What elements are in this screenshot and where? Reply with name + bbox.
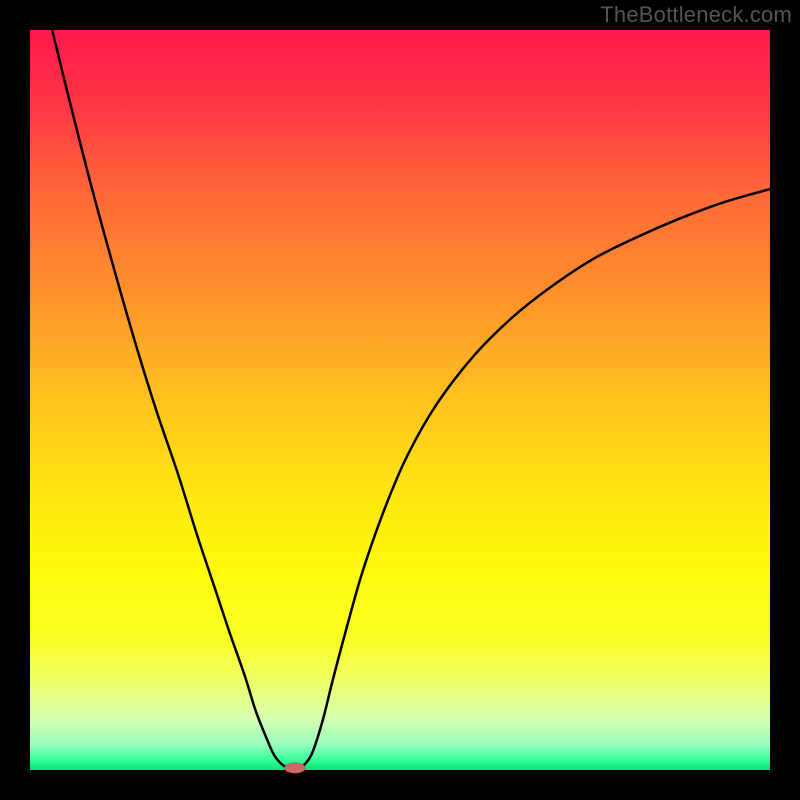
bottleneck-chart: [0, 0, 800, 800]
chart-container: TheBottleneck.com: [0, 0, 800, 800]
optimal-marker: [285, 763, 306, 773]
plot-background: [30, 30, 770, 770]
watermark-label: TheBottleneck.com: [600, 2, 792, 28]
